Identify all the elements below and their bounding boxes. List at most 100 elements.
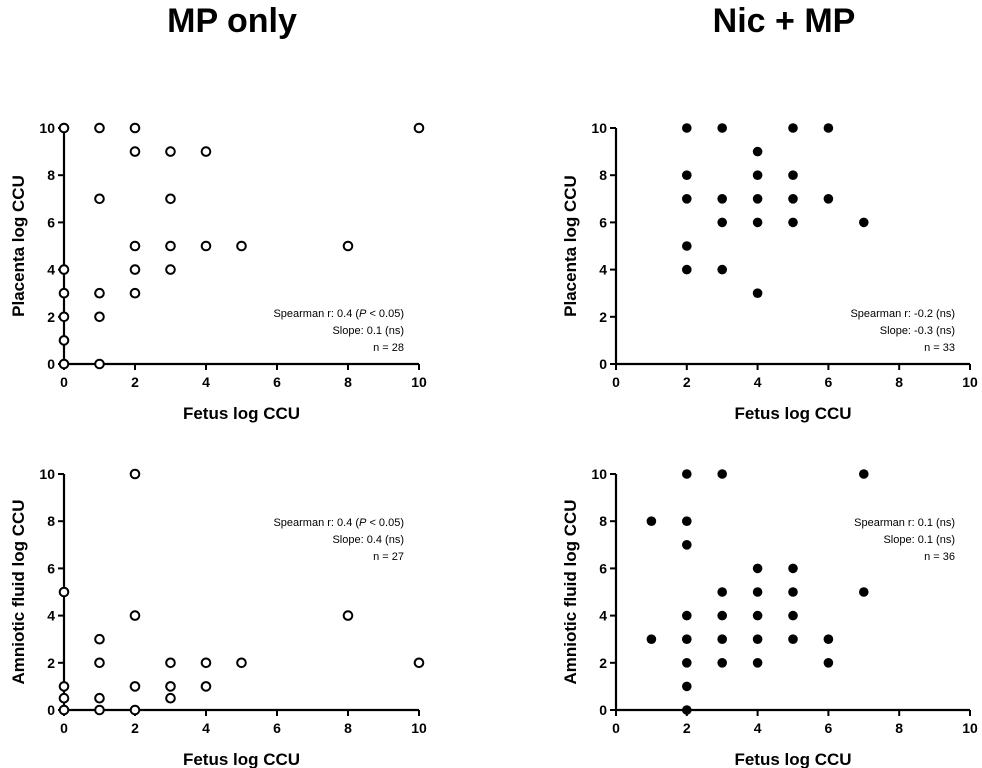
data-point bbox=[682, 658, 692, 668]
data-point bbox=[165, 146, 176, 157]
data-point bbox=[788, 170, 798, 180]
stats-spearman: Spearman r: 0.1 (ns) bbox=[854, 517, 955, 529]
stats-slope: Slope: 0.1 (ns) bbox=[883, 534, 955, 546]
data-point bbox=[752, 634, 763, 644]
x-tick-label: 10 bbox=[962, 720, 978, 736]
data-point bbox=[717, 634, 727, 644]
x-tick-label: 0 bbox=[612, 374, 620, 390]
data-point bbox=[58, 681, 70, 692]
data-point bbox=[58, 335, 70, 346]
data-point bbox=[682, 194, 692, 204]
data-point bbox=[717, 658, 727, 668]
y-axis-title: Amniotic fluid log CCU bbox=[561, 499, 580, 684]
y-tick-label: 2 bbox=[599, 655, 607, 671]
data-point bbox=[752, 563, 763, 574]
x-tick-label: 10 bbox=[962, 374, 978, 390]
data-point bbox=[58, 692, 70, 704]
data-point bbox=[682, 469, 692, 479]
data-point bbox=[58, 287, 70, 299]
data-point bbox=[752, 146, 763, 157]
data-point bbox=[752, 610, 763, 621]
data-point bbox=[165, 264, 176, 275]
data-point bbox=[752, 170, 763, 180]
data-point bbox=[682, 264, 692, 275]
data-point bbox=[717, 194, 727, 204]
data-point bbox=[58, 704, 70, 716]
x-tick-label: 10 bbox=[411, 720, 427, 736]
column-title-nic-mp: Nic + MP bbox=[712, 2, 856, 40]
data-point bbox=[752, 217, 763, 228]
data-point bbox=[58, 586, 70, 598]
x-tick-label: 8 bbox=[895, 374, 903, 390]
data-point bbox=[165, 193, 176, 205]
scatter-panel-4: 0 2 4 6 8 10 0 2 4 6 8 10 Fetus log CCU Amniotic flui… bbox=[561, 466, 978, 768]
data-point bbox=[165, 681, 176, 692]
x-tick-label: 4 bbox=[202, 374, 210, 390]
stats-slope: Slope: 0.1 (ns) bbox=[332, 325, 404, 337]
y-tick-label: 10 bbox=[591, 120, 607, 136]
y-tick-label: 8 bbox=[599, 513, 607, 529]
stats-spearman: Spearman r: 0.4 (P < 0.05) bbox=[273, 308, 404, 320]
data-point bbox=[129, 122, 141, 134]
stats-n: n = 33 bbox=[924, 342, 955, 354]
data-point bbox=[94, 193, 105, 205]
data-point bbox=[165, 657, 176, 669]
data-point bbox=[236, 240, 247, 252]
data-point bbox=[717, 610, 727, 621]
y-axis-title: Placenta log CCU bbox=[561, 175, 580, 317]
scatter-panel-1: 0 2 4 6 8 10 0 2 4 6 8 10 Fetus log CCU Placenta log … bbox=[9, 120, 427, 423]
data-point bbox=[129, 610, 141, 621]
x-tick-label: 4 bbox=[754, 720, 762, 736]
data-point bbox=[788, 634, 798, 644]
data-point bbox=[717, 264, 727, 275]
y-axis-title: Placenta log CCU bbox=[9, 175, 28, 317]
y-tick-label: 6 bbox=[599, 214, 607, 230]
data-point bbox=[717, 469, 727, 479]
y-tick-label: 8 bbox=[47, 513, 55, 529]
data-point bbox=[682, 123, 692, 133]
data-point bbox=[94, 311, 105, 323]
x-tick-label: 8 bbox=[344, 720, 352, 736]
data-point bbox=[717, 123, 727, 133]
data-point bbox=[165, 240, 176, 252]
y-tick-label: 8 bbox=[47, 167, 55, 183]
data-point bbox=[646, 516, 657, 526]
x-tick-label: 2 bbox=[683, 720, 691, 736]
data-point bbox=[682, 705, 692, 715]
y-axis-title: Amniotic fluid log CCU bbox=[9, 499, 28, 684]
data-point bbox=[342, 240, 354, 252]
y-tick-label: 4 bbox=[47, 608, 55, 624]
data-point bbox=[200, 240, 212, 252]
y-tick-label: 0 bbox=[47, 702, 55, 718]
data-point bbox=[129, 264, 141, 275]
x-tick-label: 2 bbox=[683, 374, 691, 390]
y-tick-label: 0 bbox=[599, 356, 607, 372]
y-tick-label: 2 bbox=[47, 655, 55, 671]
data-point bbox=[788, 217, 798, 228]
y-tick-label: 0 bbox=[47, 356, 55, 372]
data-point bbox=[788, 610, 798, 621]
data-point bbox=[788, 194, 798, 204]
y-tick-label: 4 bbox=[47, 262, 55, 278]
x-tick-label: 0 bbox=[60, 374, 68, 390]
data-point bbox=[413, 122, 425, 134]
data-point bbox=[788, 587, 798, 597]
x-tick-label: 4 bbox=[202, 720, 210, 736]
data-point bbox=[823, 194, 834, 204]
x-axis-title: Fetus log CCU bbox=[734, 404, 851, 423]
data-point bbox=[752, 587, 763, 597]
data-point bbox=[752, 194, 763, 204]
x-tick-label: 2 bbox=[131, 374, 139, 390]
data-point bbox=[859, 217, 869, 228]
y-tick-label: 4 bbox=[599, 262, 607, 278]
data-point bbox=[129, 240, 141, 252]
data-point bbox=[859, 587, 869, 597]
data-point bbox=[200, 681, 212, 692]
x-axis-title: Fetus log CCU bbox=[183, 750, 300, 768]
data-point bbox=[200, 657, 212, 669]
y-tick-label: 10 bbox=[39, 466, 55, 482]
x-tick-label: 8 bbox=[895, 720, 903, 736]
data-point bbox=[682, 681, 692, 692]
stats-slope: Slope: 0.4 (ns) bbox=[332, 534, 404, 546]
